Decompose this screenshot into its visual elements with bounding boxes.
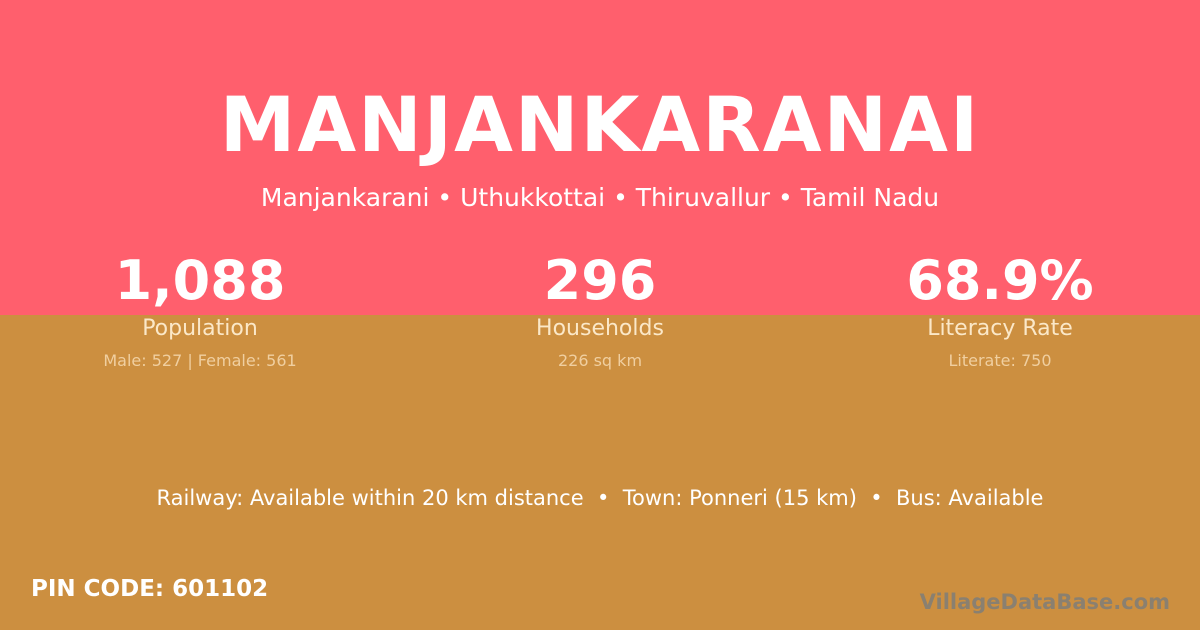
- village-title: MANJANKARANAI: [219, 80, 981, 169]
- stat-label: Literacy Rate: [927, 316, 1073, 341]
- stat-value: 68.9%: [906, 249, 1094, 312]
- stat-literacy: 68.9% Literacy Rate Literate: 750: [800, 248, 1200, 370]
- pin-code: PIN CODE: 601102: [31, 576, 269, 602]
- header-band: [0, 0, 1200, 315]
- stat-detail: Male: 527 | Female: 561: [103, 351, 297, 370]
- watermark-logo: VillageDataBase.com: [919, 590, 1170, 614]
- stat-detail: 226 sq km: [557, 351, 643, 370]
- stat-label: Households: [536, 316, 664, 341]
- stat-population: 1,088 Population Male: 527 | Female: 561: [0, 248, 400, 370]
- stat-value: 1,088: [114, 249, 286, 312]
- info-band: [0, 315, 1200, 630]
- stat-detail: Literate: 750: [948, 351, 1052, 370]
- connectivity-info: Railway: Available within 20 km distance…: [156, 486, 1044, 510]
- location-breadcrumb: Manjankarani • Uthukkottai • Thiruvallur…: [260, 183, 940, 212]
- stat-value: 296: [543, 249, 657, 312]
- stat-households: 296 Households 226 sq km: [400, 248, 800, 370]
- stat-label: Population: [142, 316, 258, 341]
